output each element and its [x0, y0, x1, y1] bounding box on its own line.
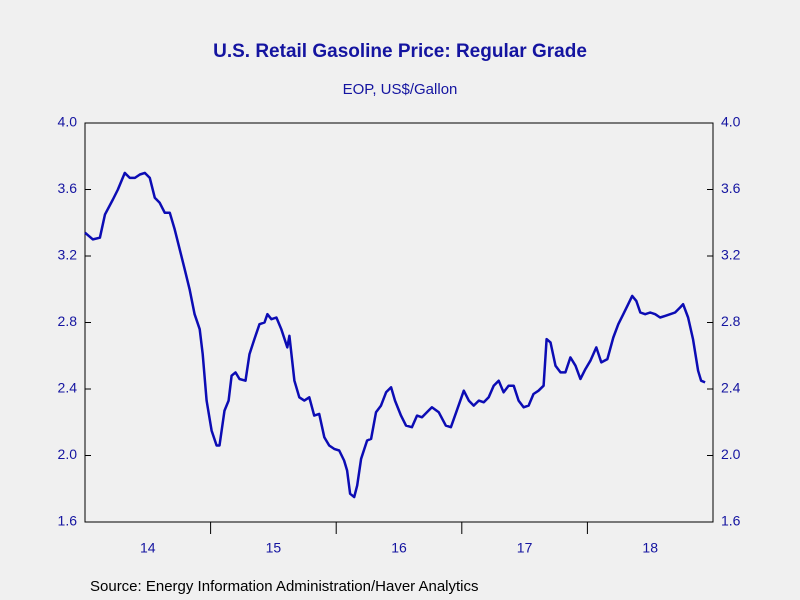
x-tick-label: 15: [266, 540, 282, 556]
y-tick-label: 3.2: [58, 247, 78, 263]
y-tick-label: 2.8: [58, 313, 78, 329]
y2-tick-label: 3.6: [721, 180, 741, 196]
y2-tick-label: 2.0: [721, 446, 741, 462]
y-tick-label: 2.0: [58, 446, 78, 462]
y-tick-label: 3.6: [58, 180, 78, 196]
price-line: [84, 171, 706, 499]
y2-tick-label: 4.0: [721, 114, 741, 130]
chart-title: U.S. Retail Gasoline Price: Regular Grad…: [213, 41, 587, 62]
y-tick-label: 1.6: [58, 513, 78, 529]
x-tick-label: 18: [642, 540, 658, 556]
y-tick-label: 4.0: [58, 114, 78, 130]
y2-tick-label: 2.4: [721, 380, 741, 396]
y2-tick-label: 3.2: [721, 247, 741, 263]
x-tick-label: 14: [140, 540, 156, 556]
chart-subtitle: EOP, US$/Gallon: [343, 81, 458, 98]
x-tick-label: 17: [517, 540, 533, 556]
x-tick-label: 16: [391, 540, 407, 556]
y-tick-label: 2.4: [58, 380, 78, 396]
y2-tick-label: 1.6: [721, 513, 741, 529]
source-note: Source: Energy Information Administratio…: [90, 578, 479, 595]
y2-tick-label: 2.8: [721, 313, 741, 329]
